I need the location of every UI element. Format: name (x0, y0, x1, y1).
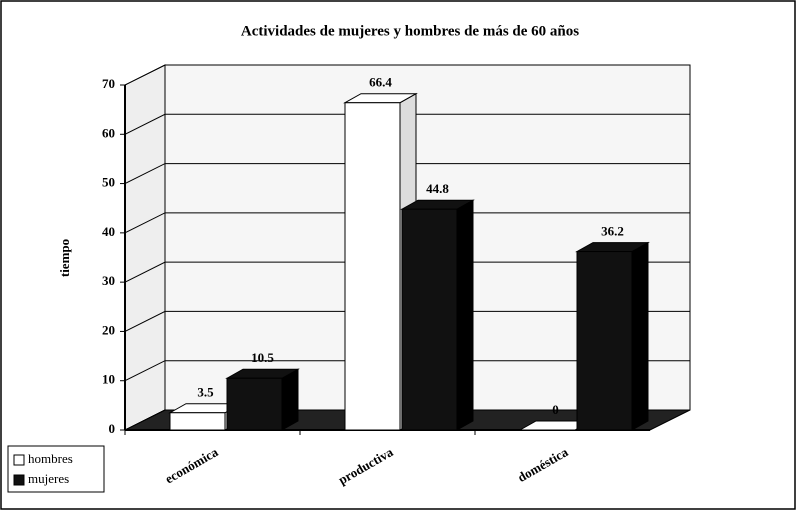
grid-line (124, 360, 690, 382)
data-label: 0 (552, 402, 559, 417)
grid-line (124, 64, 690, 86)
grid-line (124, 261, 690, 283)
bar (169, 412, 226, 431)
bar (401, 208, 458, 431)
legend-box (7, 445, 105, 493)
data-label: 66.4 (369, 75, 392, 90)
bar (344, 102, 401, 431)
y-tick-label: 20 (102, 322, 115, 337)
bar-side (456, 199, 474, 431)
grid-line (124, 212, 690, 234)
legend-swatch (13, 454, 25, 466)
grid-line (124, 310, 690, 332)
data-label: 36.2 (601, 224, 624, 239)
bar (226, 377, 283, 431)
y-axis-label: tiempo (57, 239, 72, 277)
legend-label: mujeres (28, 471, 69, 486)
y-tick-label: 0 (109, 421, 116, 436)
data-label: 3.5 (197, 385, 214, 400)
legend-swatch (13, 474, 25, 486)
data-label: 10.5 (251, 350, 274, 365)
y-tick-label: 30 (102, 273, 115, 288)
grid-line (124, 409, 690, 431)
grid-line (124, 163, 690, 185)
bar-side (631, 241, 649, 431)
y-tick-label: 60 (102, 125, 115, 140)
y-tick-label: 10 (102, 372, 115, 387)
y-tick-label: 50 (102, 175, 115, 190)
bar-side (281, 368, 299, 431)
grid-line (124, 113, 690, 135)
legend: hombres mujeres (7, 445, 105, 493)
y-tick-label: 40 (102, 224, 115, 239)
legend-label: hombres (28, 451, 73, 466)
bar (576, 251, 633, 431)
data-label: 44.8 (426, 181, 449, 196)
chart-title: Actividades de mujeres y hombres de más … (241, 23, 579, 39)
side-wall (124, 64, 166, 431)
y-tick-label: 70 (102, 76, 115, 91)
